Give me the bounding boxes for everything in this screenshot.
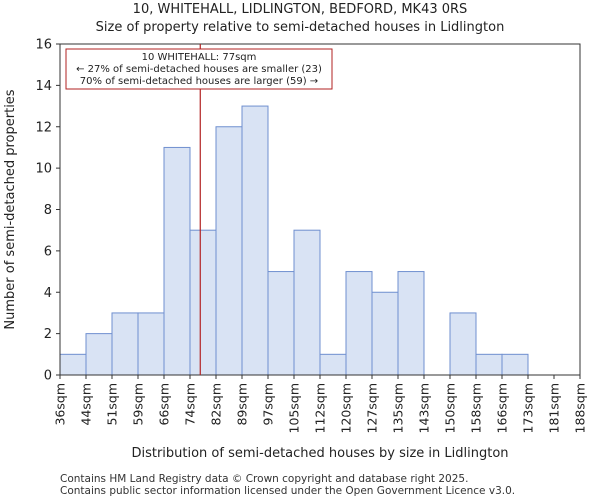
bar-105sqm [293,229,321,376]
x-tick-label: 44sqm [79,383,94,426]
bar-66sqm [163,146,191,376]
x-tick-label: 127sqm [365,383,380,433]
bar-89sqm [241,105,269,376]
x-tick-label: 97sqm [261,383,276,426]
y-tick-label: 2 [44,327,52,342]
x-tick-label: 82sqm [209,383,224,426]
x-tick-label: 135sqm [391,383,406,433]
x-tick-label: 74sqm [183,383,198,426]
footer-line-1: Contains HM Land Registry data © Crown c… [60,473,469,485]
bar-112sqm [319,353,347,376]
x-tick-label: 173sqm [521,383,536,433]
annotation-box [65,48,333,90]
footer-line-2: Contains public sector information licen… [60,485,516,497]
annotation-line-1: 10 WHITEHALL: 77sqm [142,52,257,63]
x-tick-label: 181sqm [547,383,562,433]
x-tick-label: 51sqm [105,383,120,426]
x-tick-label: 36sqm [53,383,68,426]
x-tick-label: 120sqm [339,383,354,433]
y-tick-label: 16 [35,38,52,53]
bar-59sqm [137,312,165,376]
x-axis-label: Distribution of semi-detached houses by … [131,446,508,461]
bar-127sqm [371,291,399,376]
bar-97sqm [267,271,295,376]
y-axis-label: Number of semi-detached properties [3,89,18,329]
y-tick-label: 0 [44,369,52,384]
x-tick-label: 59sqm [131,383,146,426]
y-tick-label: 8 [44,203,52,218]
bar-158sqm [475,353,503,376]
y-tick-label: 12 [35,120,52,135]
x-tick-label: 89sqm [235,383,250,426]
bar-44sqm [85,333,113,376]
x-tick-label: 143sqm [417,383,432,433]
x-tick-label: 66sqm [157,383,172,426]
x-tick-label: 188sqm [573,383,588,433]
x-tick-label: 150sqm [443,383,458,433]
x-tick-label: 105sqm [287,383,302,433]
bar-36sqm [59,353,87,376]
chart-subtitle: Size of property relative to semi-detach… [95,20,505,35]
bar-135sqm [397,271,425,376]
x-tick-label: 158sqm [469,383,484,433]
y-tick-label: 6 [44,244,52,259]
y-tick-label: 10 [35,162,52,177]
annotation-line-3: 70% of semi-detached houses are larger (… [80,76,318,87]
chart-title: 10, WHITEHALL, LIDLINGTON, BEDFORD, MK43… [132,2,468,17]
annotation-line-2: ← 27% of semi-detached houses are smalle… [76,64,322,75]
bar-166sqm [501,353,529,376]
bar-120sqm [345,271,373,376]
x-tick-label: 166sqm [495,383,510,433]
y-tick-label: 4 [44,286,52,301]
y-tick-label: 14 [35,79,52,94]
x-tick-label: 112sqm [313,383,328,433]
bar-82sqm [215,126,243,376]
bar-150sqm [449,312,477,376]
bar-74sqm [189,229,217,376]
bar-51sqm [111,312,139,376]
